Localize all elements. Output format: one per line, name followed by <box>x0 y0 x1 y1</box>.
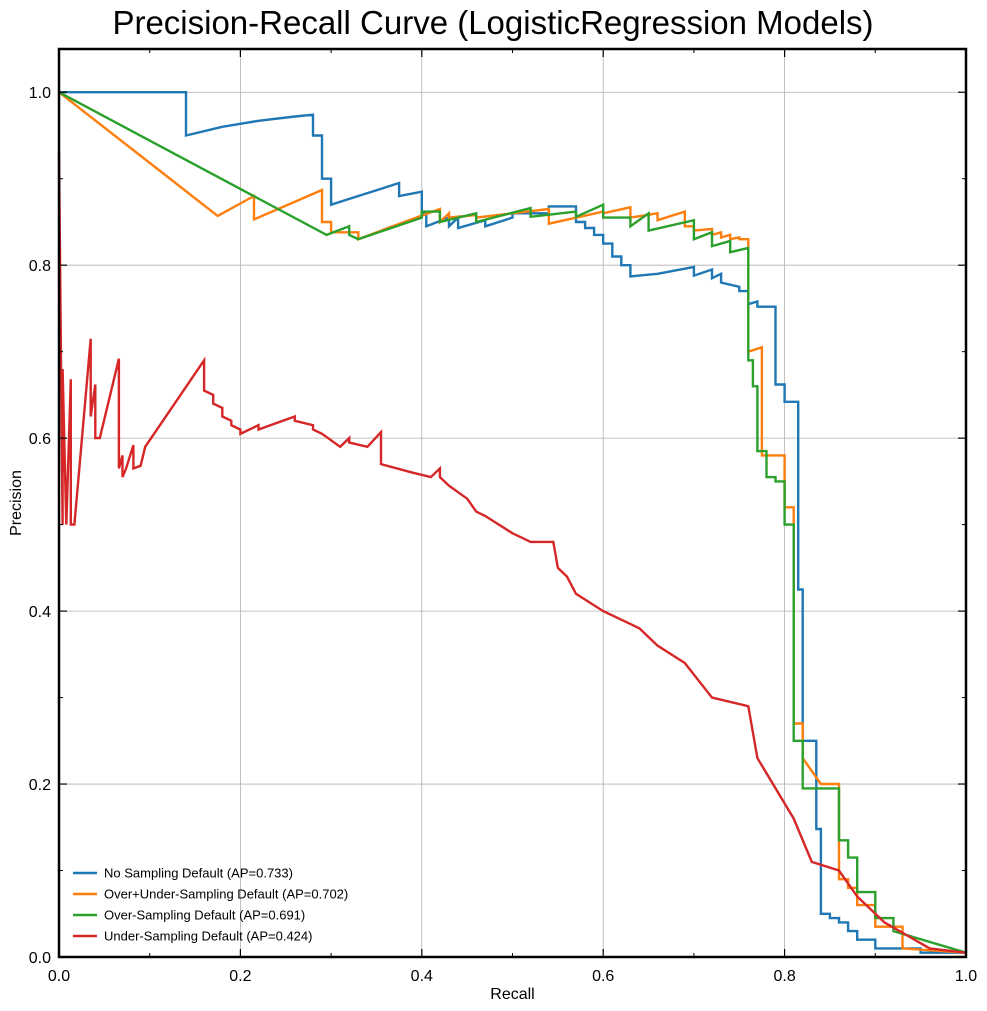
x-tick-label: 0.8 <box>773 968 795 985</box>
legend: No Sampling Default (AP=0.733) Over+Under… <box>73 866 348 944</box>
y-tick-label: 0.4 <box>29 604 51 621</box>
y-tick-label: 0.6 <box>29 431 51 448</box>
legend-label: No Sampling Default (AP=0.733) <box>104 866 293 881</box>
y-tick-label: 0.0 <box>29 950 51 967</box>
x-tick-label: 0.6 <box>592 968 614 985</box>
legend-label: Under-Sampling Default (AP=0.424) <box>104 929 312 944</box>
chart-title: Precision-Recall Curve (LogisticRegressi… <box>112 4 873 41</box>
y-axis-label: Precision <box>8 470 25 536</box>
grid <box>58 49 967 958</box>
series-line-3 <box>58 91 967 954</box>
y-tick-label: 0.2 <box>29 777 51 794</box>
plot-frame <box>57 47 968 959</box>
x-tick-label: 0.0 <box>48 968 70 985</box>
x-tick-label: 0.4 <box>411 968 433 985</box>
x-tick-label: 1.0 <box>955 968 977 985</box>
x-axis-label: Recall <box>490 986 534 1003</box>
series-line-4 <box>57 152 967 954</box>
x-tick-label: 0.2 <box>229 968 251 985</box>
y-tick-label: 1.0 <box>29 85 51 102</box>
series-lines <box>57 90 967 954</box>
axis-ticks: 0.0 0.2 0.4 0.6 0.8 1.0 0.0 0.2 0.4 0.6 0.8 1.0 <box>29 49 977 985</box>
legend-label: Over+Under-Sampling Default (AP=0.702) <box>104 887 348 902</box>
series-line-2 <box>58 91 967 954</box>
series-line-1 <box>59 90 966 954</box>
y-tick-label: 0.8 <box>29 258 51 275</box>
legend-label: Over-Sampling Default (AP=0.691) <box>104 908 305 923</box>
